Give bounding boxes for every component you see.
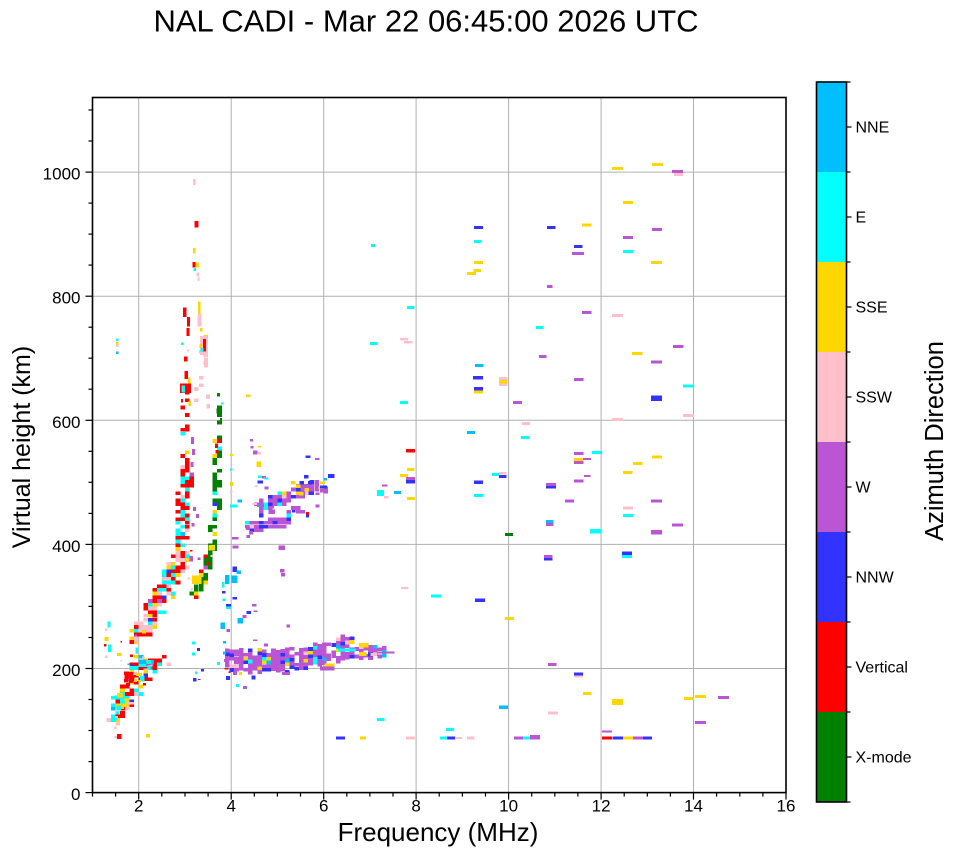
svg-text:SSE: SSE bbox=[856, 300, 888, 317]
svg-text:10: 10 bbox=[499, 797, 518, 816]
svg-text:200: 200 bbox=[52, 661, 80, 680]
svg-text:1000: 1000 bbox=[43, 165, 81, 184]
svg-text:8: 8 bbox=[411, 797, 420, 816]
svg-text:12: 12 bbox=[592, 797, 611, 816]
svg-text:Frequency (MHz): Frequency (MHz) bbox=[338, 817, 539, 847]
svg-text:NAL CADI - Mar 22 06:45:00 202: NAL CADI - Mar 22 06:45:00 2026 UTC bbox=[153, 4, 698, 39]
svg-text:16: 16 bbox=[777, 797, 796, 816]
svg-text:400: 400 bbox=[52, 537, 80, 556]
svg-text:SSW: SSW bbox=[856, 390, 893, 407]
svg-text:Vertical: Vertical bbox=[856, 660, 908, 677]
svg-text:800: 800 bbox=[52, 289, 80, 308]
svg-text:W: W bbox=[856, 480, 872, 497]
svg-text:2: 2 bbox=[134, 797, 143, 816]
svg-text:NNW: NNW bbox=[856, 570, 895, 587]
svg-text:14: 14 bbox=[684, 797, 703, 816]
svg-text:Azimuth Direction: Azimuth Direction bbox=[921, 341, 949, 541]
svg-text:6: 6 bbox=[319, 797, 328, 816]
svg-text:X-mode: X-mode bbox=[856, 750, 912, 767]
svg-text:0: 0 bbox=[71, 785, 80, 804]
svg-text:NNE: NNE bbox=[856, 120, 890, 137]
svg-text:4: 4 bbox=[226, 797, 235, 816]
svg-text:E: E bbox=[856, 210, 867, 227]
svg-text:Virtual height (km): Virtual height (km) bbox=[8, 346, 36, 548]
svg-text:600: 600 bbox=[52, 413, 80, 432]
